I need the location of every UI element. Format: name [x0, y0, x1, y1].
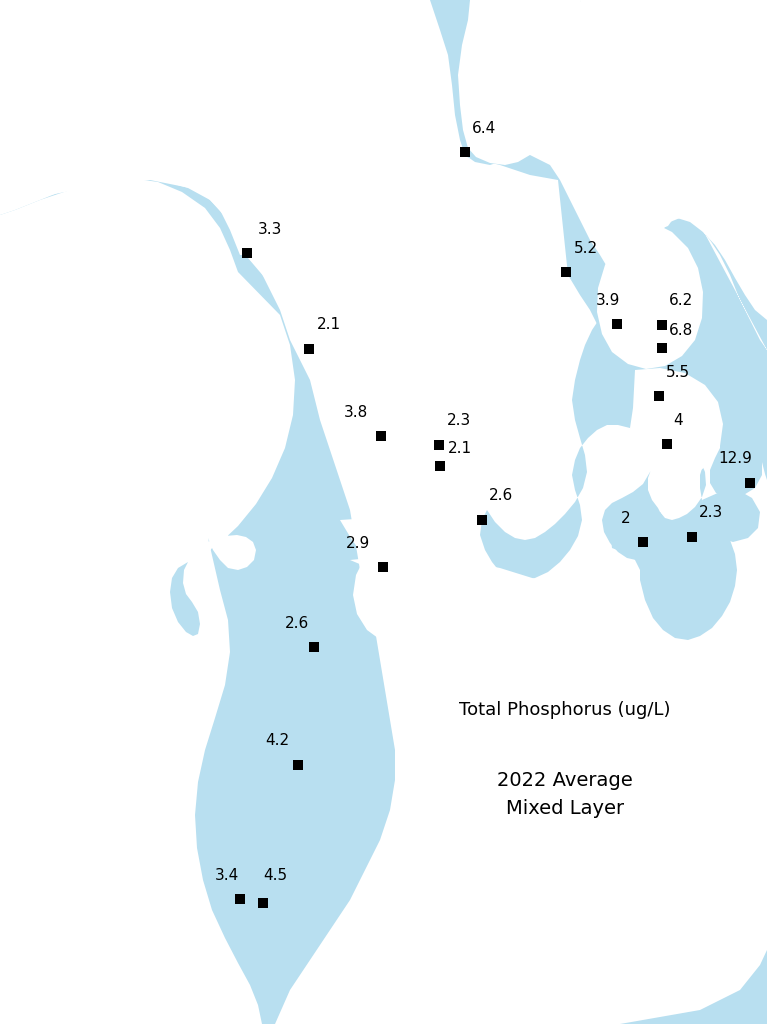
Polygon shape: [467, 148, 618, 350]
Polygon shape: [702, 490, 760, 542]
Text: 2.3: 2.3: [699, 505, 723, 520]
Polygon shape: [394, 450, 453, 518]
Polygon shape: [430, 0, 550, 165]
Text: 2022 Average
Mixed Layer: 2022 Average Mixed Layer: [497, 771, 633, 818]
Polygon shape: [350, 555, 652, 884]
Text: 4: 4: [673, 413, 683, 428]
Text: 4.5: 4.5: [263, 868, 287, 883]
Polygon shape: [630, 368, 723, 481]
Text: 3.4: 3.4: [215, 868, 239, 883]
Text: 5.5: 5.5: [666, 365, 690, 380]
Text: 5.2: 5.2: [574, 241, 598, 256]
Text: 3.9: 3.9: [596, 293, 621, 308]
Polygon shape: [580, 0, 767, 230]
Polygon shape: [385, 282, 468, 375]
Text: 2.3: 2.3: [447, 413, 471, 428]
Polygon shape: [610, 518, 700, 584]
Text: 2.6: 2.6: [489, 488, 513, 503]
Text: 6.4: 6.4: [472, 121, 496, 136]
Text: 4.2: 4.2: [265, 733, 289, 748]
Polygon shape: [0, 178, 295, 1024]
Polygon shape: [0, 0, 430, 278]
Polygon shape: [597, 218, 703, 369]
Polygon shape: [458, 0, 580, 165]
Polygon shape: [620, 950, 767, 1024]
Polygon shape: [580, 0, 767, 319]
Text: 2.6: 2.6: [285, 616, 309, 631]
Text: 6.2: 6.2: [669, 293, 693, 308]
Polygon shape: [480, 0, 767, 640]
Text: 2.1: 2.1: [448, 441, 472, 456]
Text: 3.3: 3.3: [258, 222, 282, 237]
Polygon shape: [0, 180, 395, 1024]
Polygon shape: [710, 438, 762, 498]
Polygon shape: [340, 518, 452, 645]
Text: 2: 2: [621, 511, 630, 526]
Text: 3.8: 3.8: [344, 406, 368, 420]
Text: 2.9: 2.9: [346, 536, 370, 551]
Text: 2.1: 2.1: [317, 317, 341, 332]
Polygon shape: [385, 370, 450, 453]
Text: 12.9: 12.9: [718, 451, 752, 466]
Text: Total Phosphorus (ug/L): Total Phosphorus (ug/L): [459, 701, 671, 719]
Text: 6.8: 6.8: [669, 323, 693, 338]
